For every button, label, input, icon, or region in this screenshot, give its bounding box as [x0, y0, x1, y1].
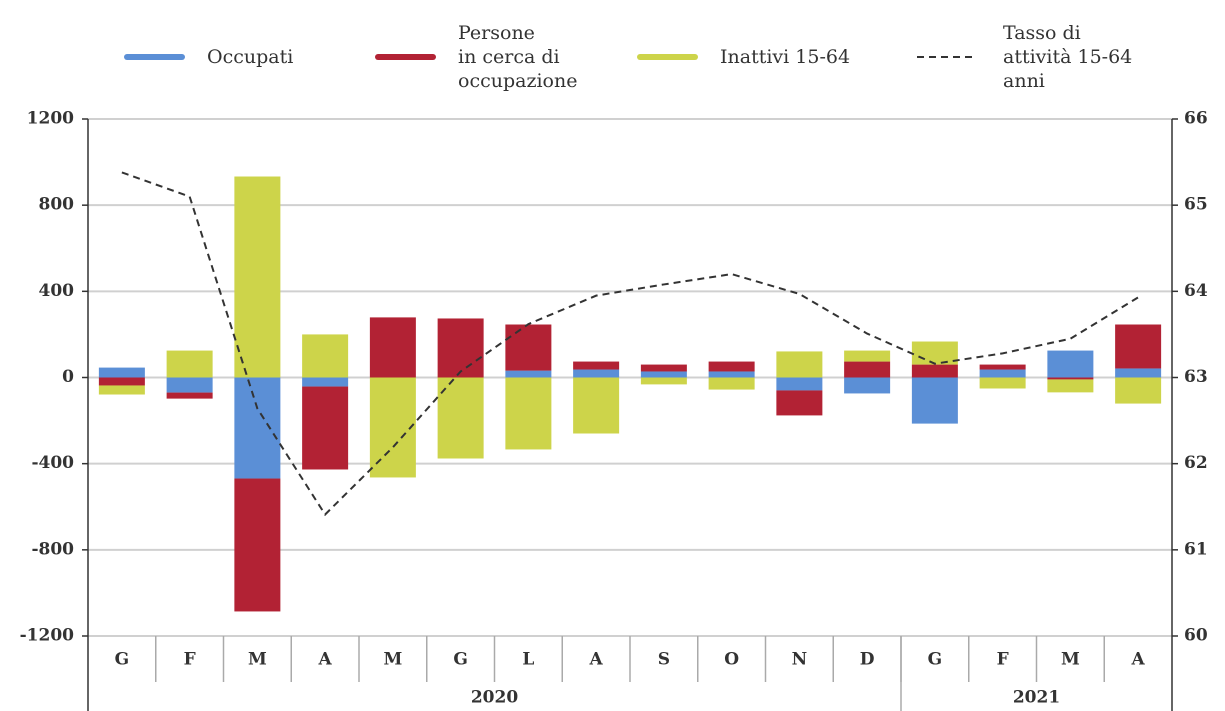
- bar: [98, 377, 145, 386]
- legend-label: Inattivi 15-64: [720, 46, 851, 68]
- bar: [302, 334, 349, 378]
- bar: [1115, 368, 1162, 378]
- bar: [1115, 324, 1162, 369]
- y2-tick-label: 66: [1184, 109, 1208, 129]
- x-tick-label: L: [522, 650, 534, 670]
- y-tick-label: 400: [39, 281, 75, 301]
- bar: [1115, 377, 1162, 404]
- group-label: 2020: [471, 688, 518, 708]
- bar: [911, 364, 958, 378]
- y2-tick-label: 64: [1184, 281, 1208, 301]
- bar: [911, 377, 958, 424]
- y-tick-label: -800: [31, 539, 74, 559]
- bar: [844, 377, 891, 394]
- y2-tick-label: 63: [1184, 367, 1208, 387]
- x-tick-label: M: [1061, 650, 1080, 670]
- bar: [911, 341, 958, 365]
- y-tick-label: -400: [31, 453, 74, 473]
- bar: [640, 364, 687, 372]
- bar: [505, 377, 552, 450]
- bar: [708, 361, 755, 372]
- legend-label: Persone in cerca di occupazione: [458, 22, 578, 92]
- bar: [1047, 379, 1094, 393]
- bar: [844, 361, 891, 378]
- y2-tick-label: 61: [1184, 539, 1208, 559]
- bar: [505, 370, 552, 378]
- bar: [640, 371, 687, 378]
- bar: [1047, 377, 1094, 380]
- bar: [640, 377, 687, 385]
- bar: [708, 371, 755, 378]
- bar: [302, 386, 349, 470]
- bar: [979, 377, 1026, 389]
- x-tick-label: N: [792, 650, 808, 670]
- bar: [979, 364, 1026, 370]
- bar: [234, 176, 281, 378]
- bar: [302, 377, 349, 387]
- bar: [369, 377, 416, 478]
- bar: [234, 478, 281, 612]
- bar: [776, 390, 823, 416]
- bar: [505, 324, 552, 371]
- line: [121, 171, 1139, 517]
- y-tick-label: 800: [39, 195, 75, 215]
- bar: [1047, 350, 1094, 378]
- x-tick-label: A: [1131, 650, 1146, 670]
- legend-label: Occupati: [207, 46, 294, 68]
- legend-label: Tasso di attività 15-64 anni: [1003, 22, 1133, 92]
- x-tick-label: G: [115, 650, 130, 670]
- bar: [437, 318, 484, 378]
- bar: [573, 377, 620, 434]
- bar: [776, 377, 823, 391]
- bar: [437, 377, 484, 459]
- x-tick-label: M: [383, 650, 402, 670]
- bar: [708, 377, 755, 390]
- y2-tick-label: 62: [1184, 453, 1208, 473]
- bar: [573, 361, 620, 370]
- group-label: 2021: [1013, 688, 1060, 708]
- x-tick-label: A: [589, 650, 604, 670]
- bar: [166, 377, 213, 393]
- x-tick-label: G: [453, 650, 468, 670]
- y-tick-label: 1200: [27, 109, 74, 129]
- x-tick-label: O: [724, 650, 739, 670]
- bar: [98, 367, 145, 378]
- bar: [979, 369, 1026, 378]
- y-tick-label: 0: [62, 367, 74, 387]
- x-tick-label: M: [248, 650, 267, 670]
- x-tick-label: A: [318, 650, 333, 670]
- bar: [776, 351, 823, 378]
- y-tick-label: -1200: [20, 626, 75, 646]
- bar: [234, 377, 281, 479]
- x-tick-label: F: [997, 650, 1009, 670]
- x-tick-label: F: [184, 650, 196, 670]
- bar: [369, 317, 416, 378]
- bar: [573, 369, 620, 378]
- bar: [166, 350, 213, 378]
- y2-tick-label: 60: [1184, 626, 1208, 646]
- bar: [844, 350, 891, 362]
- bar: [166, 392, 213, 399]
- x-tick-label: S: [658, 650, 670, 670]
- y2-tick-label: 65: [1184, 195, 1208, 215]
- bar: [98, 385, 145, 395]
- x-tick-label: D: [860, 650, 875, 670]
- x-tick-label: G: [928, 650, 943, 670]
